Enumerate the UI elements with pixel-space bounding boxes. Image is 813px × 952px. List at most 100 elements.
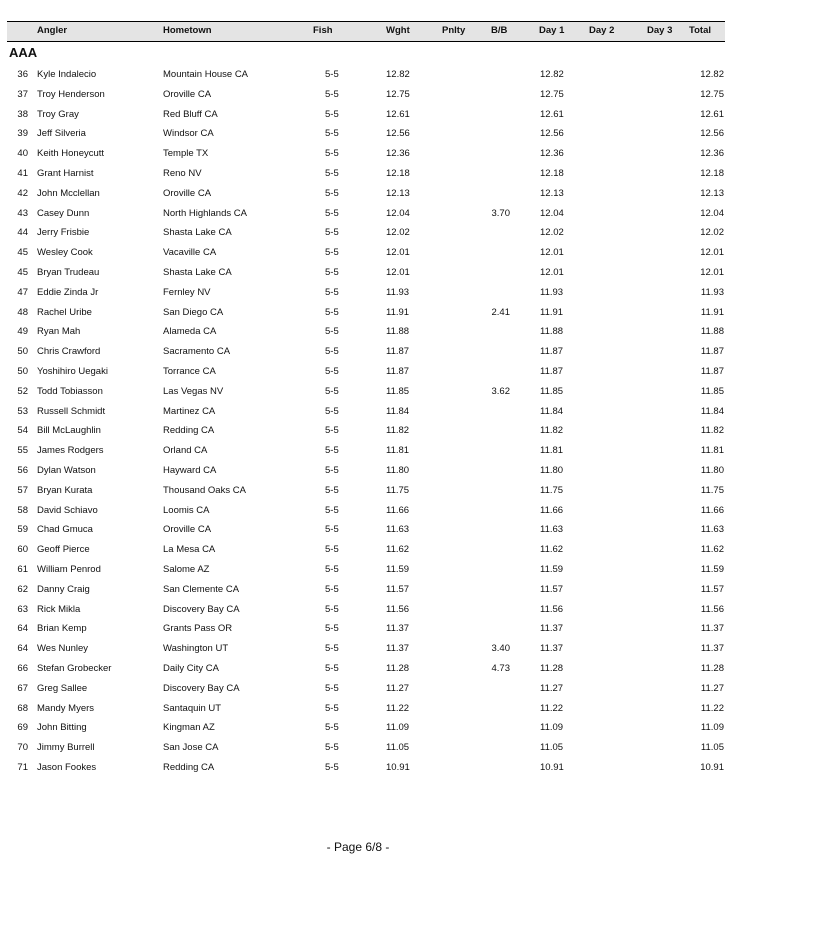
cell-fish: 5-5 xyxy=(325,663,339,674)
cell-wght: 12.18 xyxy=(386,168,410,179)
cell-total: 11.80 xyxy=(700,465,724,476)
cell-day1: 12.02 xyxy=(540,227,564,239)
cell-day1: 12.01 xyxy=(540,267,564,278)
cell-wght: 12.01 xyxy=(386,247,410,259)
table-row: 56 Dylan Watson Hayward CA 5-5 11.80 11.80 11.… xyxy=(0,465,730,479)
cell-hometown: Shasta Lake CA xyxy=(163,227,232,239)
cell-hometown: Oroville CA xyxy=(163,524,212,536)
cell-day1: 12.61 xyxy=(540,108,564,120)
cell-angler: Troy Gray xyxy=(37,108,79,120)
cell-wght: 11.59 xyxy=(386,564,410,575)
cell-total: 11.57 xyxy=(700,583,724,595)
cell-fish: 5-5 xyxy=(325,465,339,476)
cell-wght: 12.61 xyxy=(386,108,410,120)
cell-angler: Yoshihiro Uegaki xyxy=(37,366,108,377)
table-row: 40 Keith Honeycutt Temple TX 5-5 12.36 12.36 1… xyxy=(0,148,730,162)
cell-hometown: Torrance CA xyxy=(163,366,216,377)
cell-wght: 12.36 xyxy=(386,148,410,160)
cell-rank: 39 xyxy=(17,128,28,140)
cell-angler: Geoff Pierce xyxy=(37,544,90,556)
cell-angler: David Schiavo xyxy=(37,504,98,516)
cell-hometown: San Clemente CA xyxy=(163,583,240,595)
cell-fish: 5-5 xyxy=(325,524,339,536)
cell-rank: 69 xyxy=(17,722,28,734)
cell-rank: 37 xyxy=(17,88,28,100)
cell-day1: 11.66 xyxy=(540,504,564,516)
cell-hometown: Vacaville CA xyxy=(163,247,217,259)
col-day3: Day 3 xyxy=(647,25,673,36)
cell-rank: 56 xyxy=(17,465,28,476)
cell-day1: 11.28 xyxy=(540,663,564,674)
table-row: 55 James Rodgers Orland CA 5-5 11.81 11.81 11.… xyxy=(0,445,730,459)
cell-rank: 58 xyxy=(17,504,28,516)
cell-day1: 11.87 xyxy=(540,346,564,358)
cell-day1: 11.62 xyxy=(540,544,564,556)
cell-angler: Rachel Uribe xyxy=(37,306,92,318)
cell-day1: 11.93 xyxy=(540,286,564,298)
cell-day1: 11.59 xyxy=(540,564,564,575)
cell-rank: 40 xyxy=(17,148,28,160)
cell-wght: 11.63 xyxy=(386,524,410,536)
cell-fish: 5-5 xyxy=(325,445,339,457)
cell-total: 11.81 xyxy=(700,445,724,457)
cell-rank: 61 xyxy=(17,564,28,575)
cell-fish: 5-5 xyxy=(325,326,339,338)
cell-hometown: Las Vegas NV xyxy=(163,385,224,397)
table-row: 61 William Penrod Salome AZ 5-5 11.59 11.59 11… xyxy=(0,564,730,578)
cell-wght: 12.04 xyxy=(386,207,410,219)
cell-total: 11.87 xyxy=(700,366,724,377)
cell-rank: 70 xyxy=(17,742,28,754)
table-row: 57 Bryan Kurata Thousand Oaks CA 5-5 11.75 11… xyxy=(0,485,730,499)
cell-day1: 11.63 xyxy=(540,524,564,536)
cell-fish: 5-5 xyxy=(325,762,339,773)
table-row: 70 Jimmy Burrell San Jose CA 5-5 11.05 11.05 1… xyxy=(0,742,730,756)
cell-day1: 11.84 xyxy=(540,405,564,417)
cell-day1: 12.56 xyxy=(540,128,564,140)
cell-fish: 5-5 xyxy=(325,207,339,219)
cell-rank: 68 xyxy=(17,702,28,714)
cell-total: 12.36 xyxy=(700,148,724,160)
cell-wght: 11.05 xyxy=(386,742,410,754)
cell-wght: 11.85 xyxy=(386,385,410,397)
cell-hometown: Shasta Lake CA xyxy=(163,267,232,278)
cell-hometown: Washington UT xyxy=(163,643,229,655)
cell-fish: 5-5 xyxy=(325,227,339,239)
cell-hometown: Discovery Bay CA xyxy=(163,603,240,615)
table-row: 47 Eddie Zinda Jr Fernley NV 5-5 11.93 11.93 1… xyxy=(0,287,730,301)
cell-angler: Brian Kemp xyxy=(37,623,87,635)
cell-fish: 5-5 xyxy=(325,128,339,140)
cell-hometown: Thousand Oaks CA xyxy=(163,484,246,496)
cell-angler: Ryan Mah xyxy=(37,326,81,338)
cell-bb: 3.40 xyxy=(491,643,511,655)
cell-hometown: San Jose CA xyxy=(163,742,219,754)
cell-angler: Grant Harnist xyxy=(37,168,94,179)
cell-fish: 5-5 xyxy=(325,366,339,377)
cell-fish: 5-5 xyxy=(325,682,339,694)
cell-total: 12.61 xyxy=(700,108,724,120)
cell-hometown: San Diego CA xyxy=(163,306,224,318)
cell-day1: 11.82 xyxy=(540,425,564,437)
col-bb: B/B xyxy=(491,25,508,36)
cell-total: 11.62 xyxy=(700,544,724,556)
table-header: Angler Hometown Fish Wght Pnlty B/B Day … xyxy=(7,21,725,42)
cell-fish: 5-5 xyxy=(325,544,339,556)
table-row: 69 John Bitting Kingman AZ 5-5 11.09 11.09 11.… xyxy=(0,722,730,736)
cell-wght: 11.88 xyxy=(386,326,410,338)
cell-angler: Chad Gmuca xyxy=(37,524,93,536)
cell-angler: Todd Tobiasson xyxy=(37,385,103,397)
cell-fish: 5-5 xyxy=(325,247,339,259)
table-row: 42 John Mcclellan Oroville CA 5-5 12.13 12.13… xyxy=(0,188,730,202)
table-row: 50 Chris Crawford Sacramento CA 5-5 11.87 11.… xyxy=(0,346,730,360)
cell-wght: 11.28 xyxy=(386,663,410,674)
cell-day1: 11.57 xyxy=(540,583,564,595)
cell-hometown: Santaquin UT xyxy=(163,702,222,714)
table-row: 43 Casey Dunn North Highlands CA 5-5 12.04 3.… xyxy=(0,208,730,222)
cell-day1: 11.37 xyxy=(540,643,564,655)
table-row: 71 Jason Fookes Redding CA 5-5 10.91 10.91 10.… xyxy=(0,762,730,776)
cell-day1: 10.91 xyxy=(540,762,564,773)
cell-fish: 5-5 xyxy=(325,148,339,160)
table-row: 52 Todd Tobiasson Las Vegas NV 5-5 11.85 3.62… xyxy=(0,386,730,400)
cell-hometown: North Highlands CA xyxy=(163,207,247,219)
cell-rank: 66 xyxy=(17,663,28,674)
cell-fish: 5-5 xyxy=(325,168,339,179)
